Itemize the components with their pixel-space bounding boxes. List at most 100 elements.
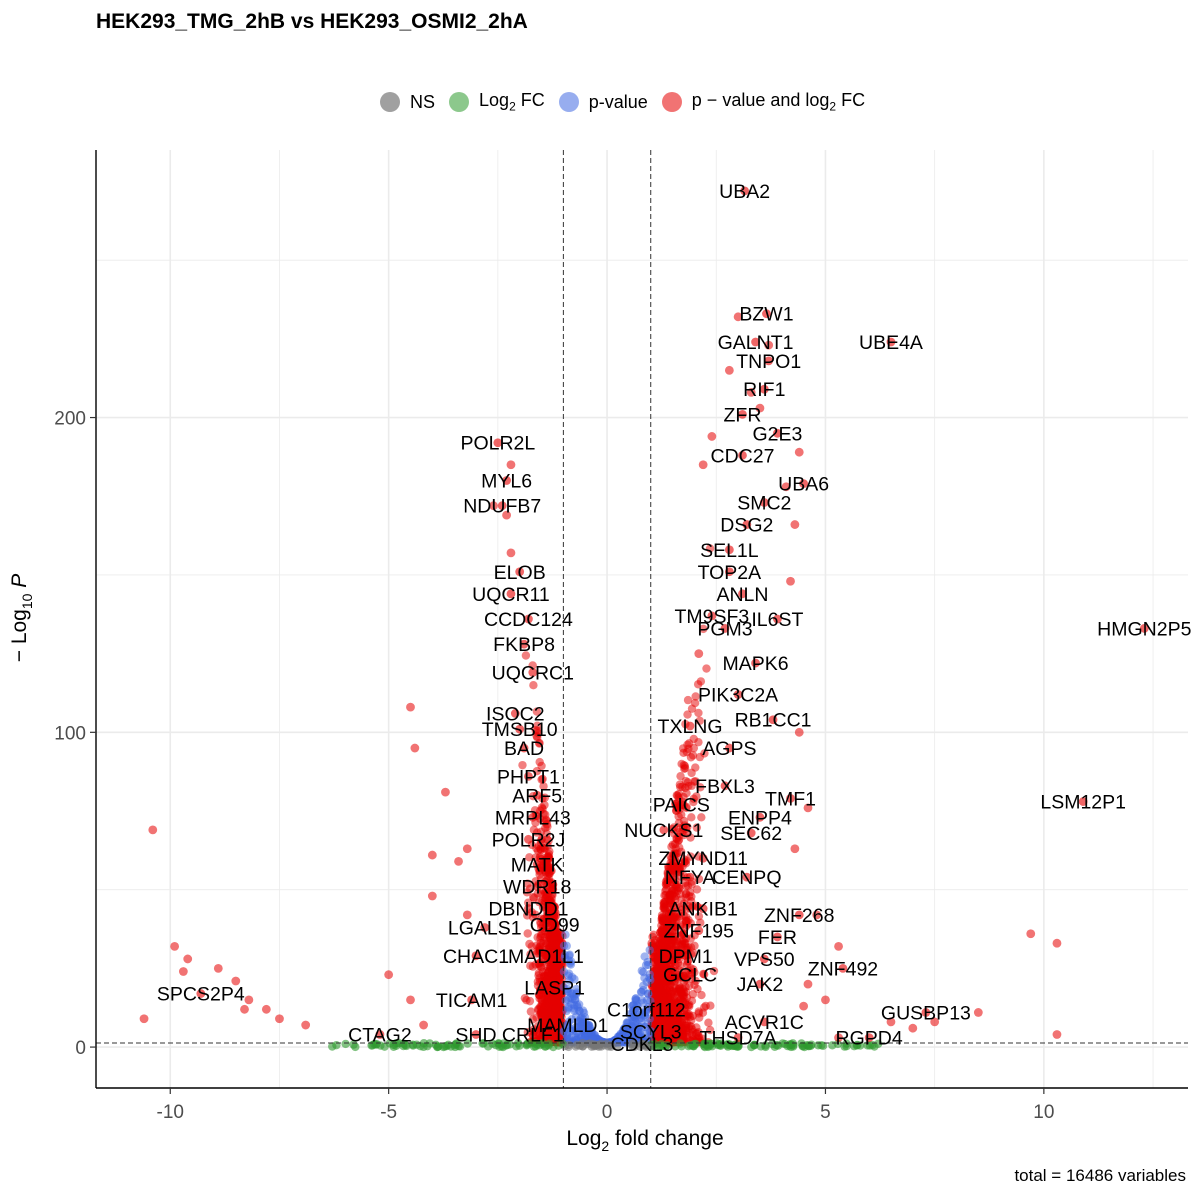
cloud-point bbox=[681, 982, 690, 991]
cloud-point bbox=[535, 738, 544, 748]
cloud-point bbox=[660, 995, 669, 1005]
point-label: POLR2L bbox=[460, 433, 535, 455]
cloud-point bbox=[540, 800, 549, 810]
cloud-point bbox=[686, 833, 695, 842]
outlier-point bbox=[790, 520, 800, 529]
cloud-point bbox=[694, 874, 704, 884]
point-label: PIK3C2A bbox=[698, 685, 778, 707]
point-label: G2E3 bbox=[752, 423, 802, 445]
cloud-point bbox=[536, 985, 545, 995]
cloud-point bbox=[696, 783, 705, 792]
cloud-point bbox=[529, 680, 538, 690]
cloud-point bbox=[540, 1008, 549, 1017]
cloud-point bbox=[673, 997, 683, 1007]
point-label: AGPS bbox=[702, 738, 756, 760]
cloud-point bbox=[535, 870, 544, 879]
cloud-point bbox=[694, 1007, 703, 1016]
point-label: FKBP8 bbox=[493, 634, 555, 656]
outlier-point bbox=[506, 460, 516, 470]
cloud-point bbox=[681, 859, 691, 868]
outlier-point bbox=[1052, 938, 1062, 948]
point-label: RIF1 bbox=[743, 379, 785, 401]
cloud-point bbox=[647, 982, 657, 991]
x-tick-label: -10 bbox=[157, 1102, 184, 1123]
cloud-point bbox=[531, 853, 540, 862]
point-label: BAD bbox=[504, 738, 544, 760]
cloud-point bbox=[656, 947, 665, 957]
chart-legend: NS Log2 FC p-value p − value and log2 FC bbox=[380, 88, 879, 116]
legend-item-ns: NS bbox=[380, 92, 435, 113]
point-label: TNPO1 bbox=[736, 351, 801, 373]
cloud-point bbox=[696, 918, 705, 927]
outlier-point bbox=[183, 954, 193, 964]
cloud-point bbox=[694, 708, 703, 718]
cloud-point bbox=[678, 782, 687, 792]
x-tick-label: 5 bbox=[820, 1102, 831, 1123]
cloud-point bbox=[532, 731, 541, 741]
point-label: CDKL3 bbox=[611, 1034, 674, 1056]
cloud-point bbox=[535, 960, 544, 969]
outlier-point bbox=[406, 995, 415, 1005]
cloud-point bbox=[529, 825, 539, 834]
cloud-point bbox=[653, 959, 663, 968]
cloud-point bbox=[695, 716, 704, 725]
point-label: MYL6 bbox=[481, 471, 532, 493]
cloud-point bbox=[687, 813, 696, 822]
cloud-point bbox=[536, 1021, 546, 1030]
x-axis-title: Log2 fold change bbox=[566, 1127, 723, 1154]
cloud-point bbox=[687, 996, 697, 1006]
point-label: SEC62 bbox=[720, 823, 782, 845]
cloud-point bbox=[542, 975, 551, 985]
outlier-point bbox=[240, 1004, 249, 1014]
cloud-point bbox=[699, 624, 708, 634]
cloud-point bbox=[678, 744, 688, 753]
cloud-point bbox=[546, 863, 555, 873]
axes bbox=[95, 150, 1188, 1089]
outlier-point bbox=[794, 447, 804, 457]
cloud-point bbox=[545, 896, 555, 905]
cloud-point bbox=[542, 816, 551, 826]
legend-label-pvalue: p-value bbox=[588, 91, 648, 112]
cloud-point bbox=[678, 971, 688, 981]
point-label: SMC2 bbox=[737, 493, 791, 515]
outlier-point bbox=[799, 1001, 809, 1011]
legend-key-pvalue-and-log2fc bbox=[661, 92, 682, 112]
cloud-point bbox=[553, 1019, 562, 1028]
point-label: CHAC1 bbox=[443, 946, 509, 968]
point-label: NUCKS1 bbox=[624, 820, 703, 842]
cloud-point bbox=[680, 763, 690, 773]
y-tick-label: 0 bbox=[75, 1038, 86, 1059]
cloud-point bbox=[690, 698, 700, 708]
cloud-point bbox=[813, 1041, 823, 1050]
outlier-point bbox=[213, 963, 223, 973]
point-label: PGM3 bbox=[697, 618, 752, 640]
cloud-point bbox=[525, 884, 535, 893]
outlier-point bbox=[724, 365, 734, 375]
cloud-point bbox=[523, 929, 532, 938]
outlier-point bbox=[506, 548, 516, 558]
y-tick-label: 200 bbox=[54, 409, 86, 430]
cloud-point bbox=[675, 864, 684, 873]
outlier-point bbox=[178, 967, 188, 976]
legend-key-log2fc bbox=[449, 92, 470, 112]
cloud-point bbox=[670, 976, 679, 985]
cloud-point bbox=[687, 781, 696, 791]
cloud-point bbox=[705, 1025, 715, 1035]
cloud-point bbox=[536, 838, 545, 847]
point-label: CD99 bbox=[530, 914, 580, 936]
cloud-point bbox=[526, 1007, 536, 1016]
cloud-point bbox=[704, 1018, 713, 1027]
outlier-point bbox=[148, 825, 158, 835]
cloud-point bbox=[696, 677, 706, 686]
cloud-point bbox=[679, 911, 688, 920]
cloud-point bbox=[664, 947, 673, 956]
cloud-point bbox=[677, 810, 686, 819]
cloud-point bbox=[539, 782, 548, 791]
point-label: JAK2 bbox=[737, 974, 784, 996]
point-label: SEL1L bbox=[700, 540, 759, 562]
cloud-point bbox=[695, 752, 705, 762]
cloud-point bbox=[569, 1004, 579, 1013]
cloud-point bbox=[702, 664, 711, 673]
outlier-point bbox=[261, 1004, 271, 1014]
